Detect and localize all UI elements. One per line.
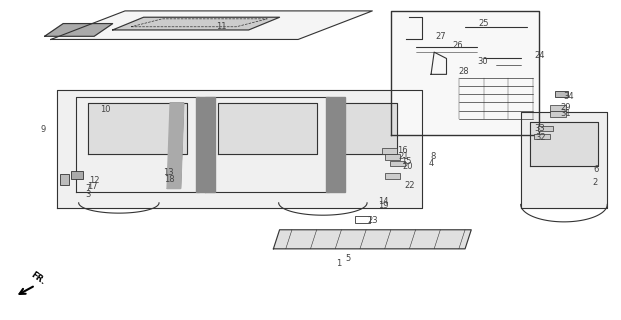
Text: 13: 13 (163, 168, 174, 177)
Text: 20: 20 (402, 163, 413, 172)
Polygon shape (273, 230, 471, 249)
Polygon shape (520, 112, 607, 208)
Text: 28: 28 (458, 67, 469, 76)
Bar (384, 154, 400, 160)
Polygon shape (167, 103, 184, 188)
Bar (550, 111, 566, 117)
Polygon shape (335, 103, 397, 154)
Text: 1: 1 (336, 259, 341, 268)
Text: 19: 19 (378, 202, 389, 211)
Bar (550, 105, 566, 111)
Polygon shape (88, 103, 187, 154)
Polygon shape (530, 122, 598, 166)
Text: 21: 21 (398, 152, 409, 161)
Text: 16: 16 (397, 146, 407, 155)
Polygon shape (112, 17, 279, 30)
Polygon shape (326, 97, 345, 192)
Text: 15: 15 (401, 157, 412, 166)
Text: 7: 7 (85, 184, 91, 193)
Polygon shape (57, 90, 422, 208)
Polygon shape (391, 11, 539, 135)
Bar (60, 174, 69, 185)
Text: 12: 12 (89, 176, 99, 185)
Text: FR.: FR. (29, 271, 47, 287)
Text: 14: 14 (378, 197, 389, 206)
Polygon shape (51, 11, 373, 39)
Bar (355, 215, 371, 223)
Bar (555, 91, 568, 97)
Text: 22: 22 (404, 181, 415, 190)
Bar (381, 148, 397, 154)
Text: 30: 30 (477, 57, 487, 66)
Text: 5: 5 (345, 254, 350, 263)
Text: 18: 18 (164, 174, 175, 184)
Text: 31: 31 (560, 108, 571, 117)
Text: 23: 23 (367, 216, 378, 225)
Text: 9: 9 (41, 125, 46, 134)
Text: 6: 6 (594, 165, 599, 174)
Text: 32: 32 (535, 133, 546, 142)
Bar (384, 173, 400, 179)
Text: 24: 24 (534, 52, 545, 60)
Text: 10: 10 (100, 105, 111, 114)
Polygon shape (218, 103, 317, 154)
Text: 33: 33 (534, 124, 545, 133)
Polygon shape (45, 24, 112, 36)
Text: 3: 3 (85, 190, 91, 199)
Text: 34: 34 (563, 92, 574, 101)
Bar (389, 161, 405, 166)
Text: 26: 26 (452, 41, 463, 50)
Bar (71, 171, 83, 179)
Text: 29: 29 (560, 103, 571, 112)
Text: 4: 4 (428, 159, 433, 168)
Text: 17: 17 (88, 182, 98, 191)
Bar (534, 134, 550, 140)
Text: 2: 2 (592, 178, 597, 187)
Polygon shape (196, 97, 215, 192)
Bar (538, 126, 553, 132)
Text: 27: 27 (435, 32, 446, 41)
Text: 11: 11 (215, 22, 226, 31)
Text: 8: 8 (430, 152, 435, 161)
Text: 25: 25 (478, 19, 489, 28)
